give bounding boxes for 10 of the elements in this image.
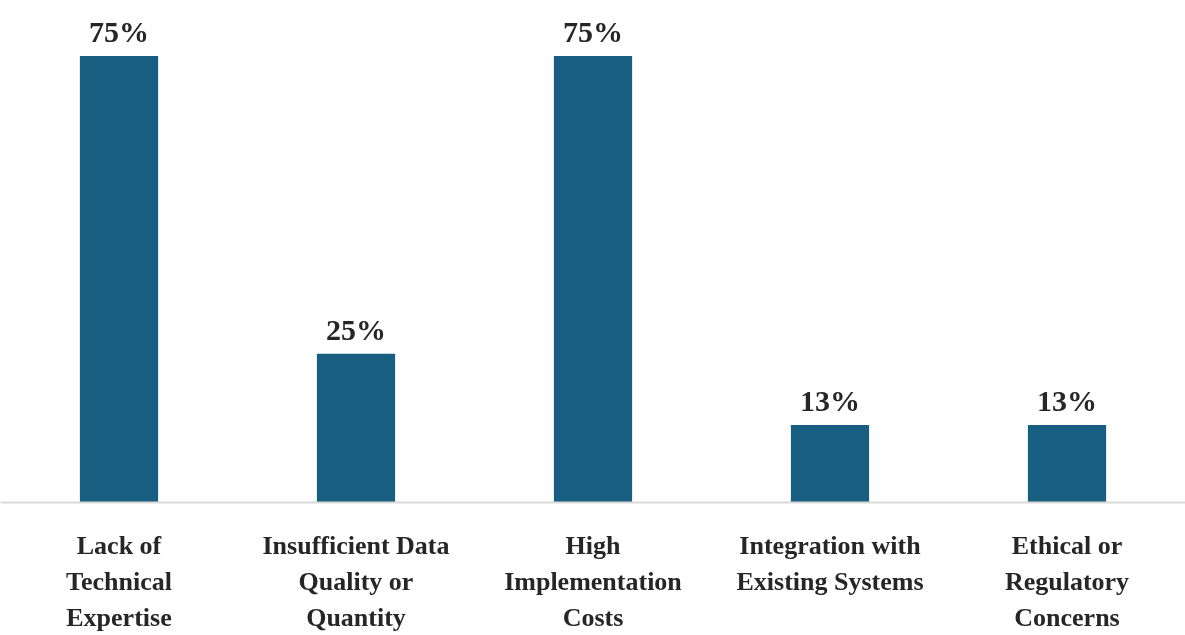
x-tick-label: High Implementation Costs [504, 530, 683, 632]
x-tick-label: Ethical or Regulatory Concerns [1004, 530, 1130, 632]
data-label: 75% [89, 15, 149, 49]
x-tick-label: Integration with Existing Systems [736, 530, 924, 596]
data-label: 25% [326, 312, 386, 346]
data-label: 13% [800, 384, 860, 418]
data-label: 75% [563, 15, 623, 49]
data-label: 13% [1037, 384, 1097, 418]
x-tick-label: Insufficient Data Quality or Quantity [262, 530, 450, 632]
x-tick-label: Lack of Technical Expertise [66, 530, 172, 632]
